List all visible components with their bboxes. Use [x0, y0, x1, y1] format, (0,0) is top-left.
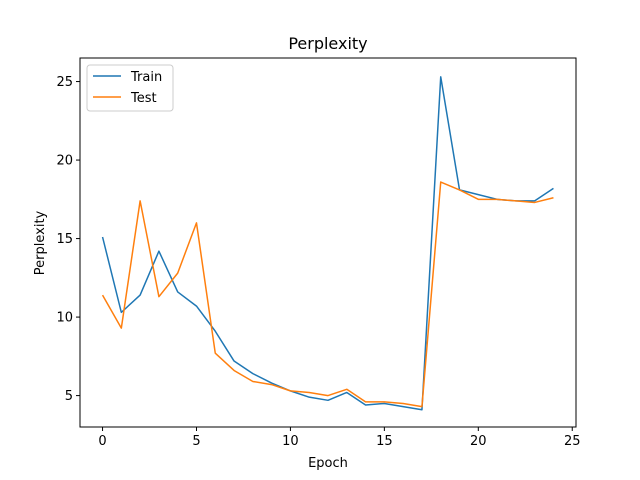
chart-title: Perplexity [288, 34, 367, 53]
x-axis: 0 5 10 15 20 25 [98, 427, 580, 449]
x-tick-label: 0 [98, 434, 106, 449]
x-tick-label: 20 [470, 434, 487, 449]
x-tick-label: 25 [564, 434, 581, 449]
y-axis-label: Perplexity [33, 210, 48, 275]
y-axis: 5 10 15 20 25 [56, 75, 80, 404]
axes-frame [80, 58, 576, 427]
y-tick-label: 20 [56, 154, 73, 169]
x-tick-label: 15 [376, 434, 393, 449]
y-tick-label: 25 [56, 75, 73, 90]
series-line-train [103, 77, 554, 410]
x-tick-label: 5 [192, 434, 200, 449]
legend-label-train: Train [130, 70, 162, 85]
series-line-test [103, 182, 554, 407]
y-tick-label: 15 [56, 232, 73, 247]
x-tick-label: 10 [282, 434, 299, 449]
legend-label-test: Test [130, 91, 157, 106]
y-tick-label: 10 [56, 311, 73, 326]
legend: Train Test [87, 65, 173, 111]
plot-lines [103, 77, 554, 410]
y-tick-label: 5 [65, 389, 73, 404]
x-axis-label: Epoch [308, 456, 348, 471]
